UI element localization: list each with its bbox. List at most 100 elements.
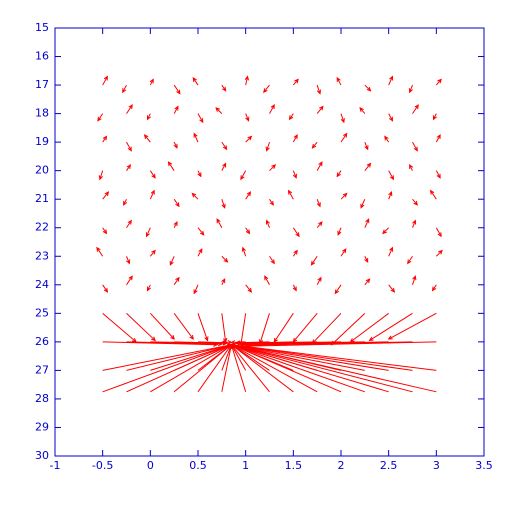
- arrow: [316, 221, 323, 229]
- arrow: [102, 343, 233, 371]
- arrow: [98, 170, 104, 181]
- arrow: [407, 255, 413, 265]
- arrow: [429, 189, 437, 200]
- y-tick-label: 20: [35, 164, 49, 177]
- arrow: [412, 141, 418, 152]
- arrow: [292, 249, 298, 257]
- arrow: [197, 313, 209, 342]
- arrow: [334, 284, 342, 295]
- arrow: [388, 284, 396, 293]
- arrow: [336, 76, 342, 86]
- arrow: [241, 246, 247, 257]
- arrow: [412, 104, 419, 114]
- arrow: [412, 219, 417, 228]
- arrow: [316, 161, 323, 171]
- arrow: [149, 312, 175, 340]
- arrow: [173, 313, 194, 340]
- arrow: [126, 344, 233, 393]
- arrow: [269, 255, 275, 265]
- y-tick-label: 24: [35, 278, 49, 291]
- arrow: [150, 344, 233, 393]
- arrow: [292, 227, 300, 238]
- arrow: [216, 218, 223, 228]
- arrow: [126, 275, 133, 286]
- arrow: [245, 191, 252, 200]
- arrow: [149, 249, 156, 257]
- arrow: [409, 163, 414, 171]
- arrow: [364, 84, 372, 92]
- arrow: [126, 219, 132, 229]
- x-tick-label: -1: [50, 459, 61, 472]
- arrow: [264, 275, 270, 286]
- arrow: [245, 284, 253, 293]
- arrow: [191, 192, 199, 200]
- arrow: [169, 256, 175, 266]
- x-tick-label: 2.5: [380, 459, 398, 472]
- arrow: [149, 78, 154, 86]
- arrow: [146, 113, 151, 121]
- arrow: [197, 113, 204, 124]
- y-tick-label: 27: [35, 363, 49, 376]
- arrow: [340, 192, 348, 200]
- arrow: [145, 227, 151, 238]
- arrow: [316, 276, 322, 286]
- arrow: [173, 105, 179, 114]
- y-tick-label: 22: [35, 221, 49, 234]
- arrow: [435, 170, 441, 179]
- arrow: [221, 255, 229, 263]
- arrow: [316, 105, 324, 114]
- arrow: [412, 198, 419, 206]
- arrow: [269, 164, 277, 172]
- x-tick-label: 0: [147, 459, 154, 472]
- arrow: [310, 255, 318, 266]
- arrow: [337, 227, 342, 236]
- arrow: [192, 76, 199, 86]
- arrow: [221, 313, 228, 344]
- arrow: [258, 313, 270, 345]
- arrow: [245, 227, 251, 235]
- plot-frame: [54, 27, 485, 457]
- arrow: [149, 189, 155, 200]
- arrow: [126, 256, 131, 265]
- arrow: [221, 162, 227, 171]
- arrow: [388, 246, 394, 257]
- arrow: [126, 164, 131, 171]
- arrow: [269, 104, 275, 114]
- arrow: [230, 343, 437, 393]
- x-tick-label: 3.5: [475, 459, 493, 472]
- y-tick-label: 28: [35, 392, 49, 405]
- y-tick-label: 16: [35, 50, 49, 63]
- arrow: [197, 248, 203, 257]
- arrow: [122, 84, 127, 94]
- x-tick-label: 1.5: [285, 459, 303, 472]
- arrow: [221, 199, 226, 209]
- arrow: [316, 84, 322, 95]
- arrow: [384, 135, 390, 143]
- arrow: [244, 75, 249, 86]
- arrow: [150, 343, 233, 371]
- arrow: [173, 198, 180, 208]
- arrow: [435, 133, 441, 143]
- arrow: [387, 312, 437, 340]
- arrow: [197, 170, 202, 178]
- arrow: [292, 78, 299, 86]
- arrow: [263, 84, 270, 94]
- arrow: [388, 75, 394, 86]
- arrow: [388, 170, 394, 181]
- arrow: [102, 75, 108, 86]
- y-tick-label: 19: [35, 135, 49, 148]
- arrow: [245, 113, 250, 122]
- x-tick-label: 2: [338, 459, 345, 472]
- arrow: [364, 256, 369, 264]
- arrow: [215, 107, 223, 114]
- arrow: [146, 284, 151, 292]
- arrow: [435, 78, 442, 86]
- arrow: [273, 313, 294, 343]
- arrow: [408, 84, 413, 94]
- y-tick-label: 26: [35, 335, 49, 348]
- arrow: [359, 107, 366, 114]
- arrow: [97, 113, 104, 122]
- arrow: [340, 248, 347, 257]
- arrow: [193, 132, 199, 143]
